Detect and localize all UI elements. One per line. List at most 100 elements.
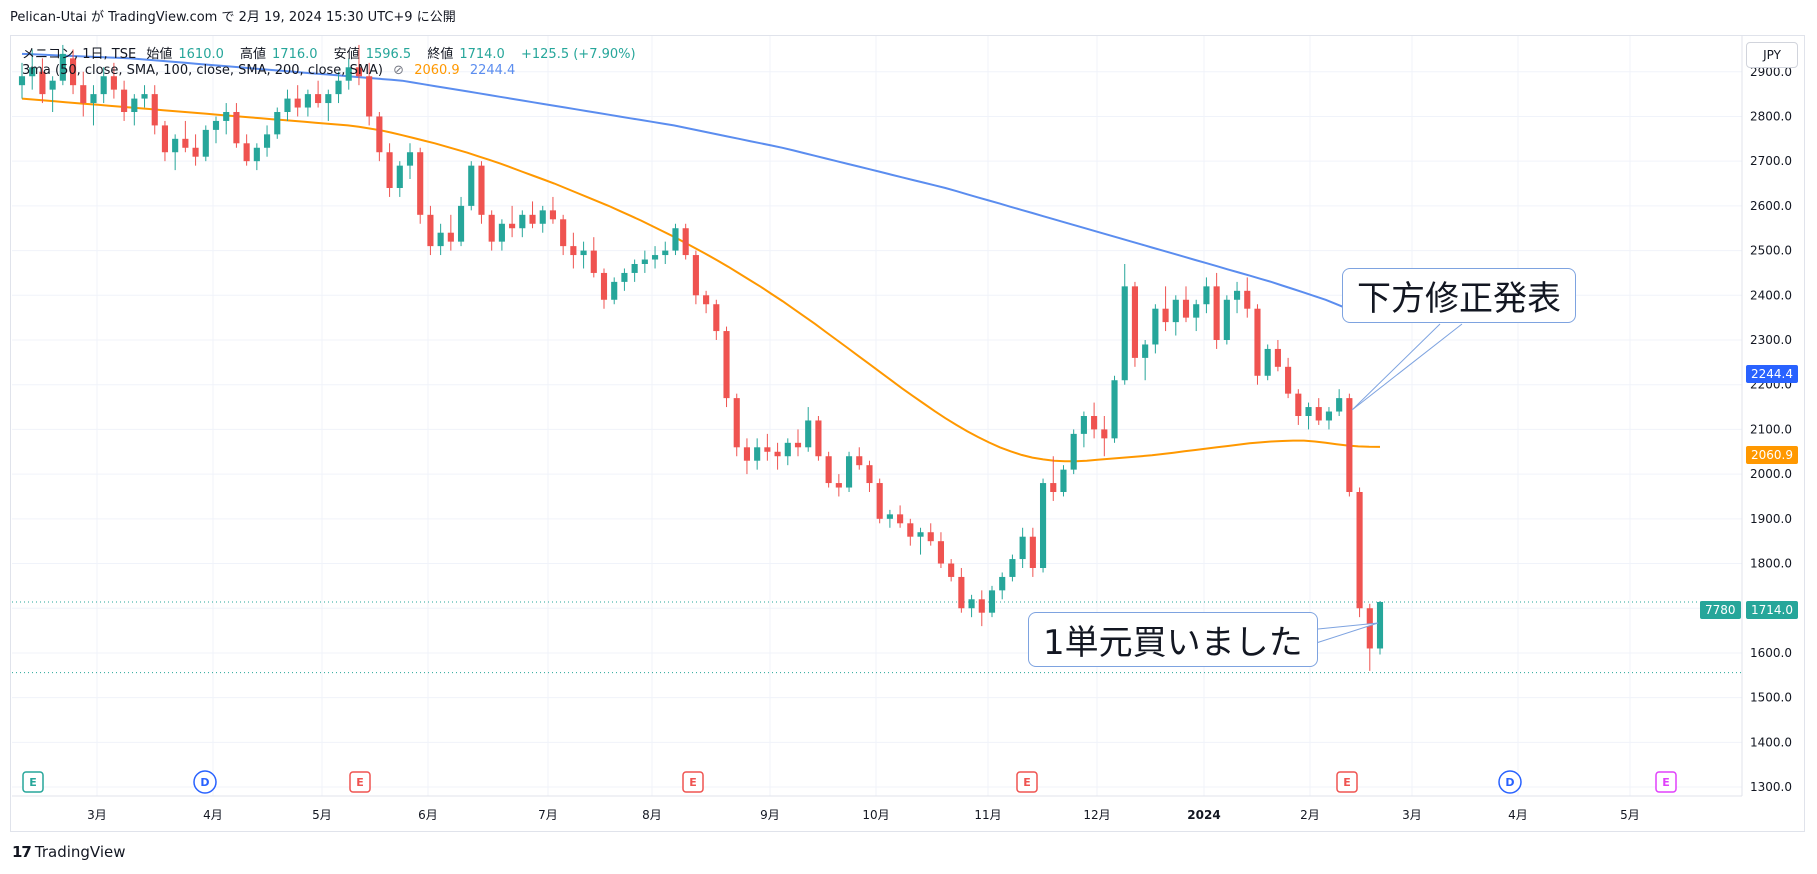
candle-body (427, 214, 434, 247)
eye-off-icon[interactable]: ⊘ (393, 63, 405, 78)
candle-body (212, 120, 220, 130)
candle-body (580, 250, 587, 256)
candle-body (69, 58, 77, 86)
x-tick-label: 5月 (1620, 808, 1640, 822)
candle-body (641, 259, 648, 264)
candle-body (1305, 407, 1312, 416)
candle-body (570, 246, 577, 256)
candle-body (917, 532, 924, 537)
candle-body (948, 563, 955, 577)
callout-pointers (1307, 323, 1463, 646)
candle-body (376, 116, 383, 153)
publish-line: Pelican-Utai が TradingView.com で 2月 19, … (10, 10, 456, 25)
candle-body (1203, 286, 1210, 305)
x-tick-label: 10月 (862, 808, 889, 822)
ma200-path (21, 52, 1381, 321)
x-tick-label: 2024 (1187, 808, 1220, 822)
brand-footer: 𝟭𝟳 TradingView (12, 843, 126, 861)
candle-body (876, 483, 883, 519)
candle-body (999, 576, 1006, 591)
candle-body (1213, 286, 1220, 340)
callout-revision[interactable]: 下方修正発表 (1342, 268, 1576, 323)
legend-open: 始値 1610.0 (146, 47, 224, 62)
legend-low: 安値 1596.5 (333, 47, 412, 62)
y-tick-label: 1400.0 (1750, 735, 1792, 749)
x-tick-label: 9月 (760, 808, 780, 822)
candle-body (335, 80, 342, 95)
candle-body (968, 599, 975, 609)
y-tick-label: 2000.0 (1750, 467, 1792, 481)
candle-body (927, 532, 934, 542)
candle-body (141, 94, 148, 99)
candle-body (1142, 344, 1149, 358)
candle-body (835, 483, 842, 488)
candle-body (978, 599, 985, 613)
candle-body (437, 232, 444, 247)
candle-body (274, 112, 281, 135)
candle-body (856, 456, 863, 466)
x-tick-label: 6月 (418, 808, 438, 822)
legend-ma200-value: 2244.4 (469, 63, 516, 78)
candle-body (100, 76, 107, 95)
last-price-tag: 1714.0 (1746, 601, 1798, 619)
x-tick-label: 8月 (642, 808, 662, 822)
candle-body (1264, 348, 1271, 376)
candle-body (478, 165, 485, 215)
candle-body (1009, 559, 1016, 577)
candle-body (692, 255, 699, 296)
candle-body (713, 304, 720, 332)
x-tick-label: 12月 (1083, 808, 1110, 822)
candle-body (457, 205, 465, 242)
event-label: E (29, 776, 37, 789)
callout-buy[interactable]: 1単元買いました (1028, 612, 1318, 667)
candle-body (192, 147, 199, 157)
legend-ma100-value: 2060.9 (414, 63, 460, 78)
candle-body (1060, 469, 1067, 492)
candle-body (315, 94, 322, 104)
candle-body (29, 67, 36, 77)
candle-body (611, 281, 618, 300)
y-tick-label: 2100.0 (1750, 422, 1792, 436)
candle-body (243, 143, 250, 162)
candle-body (1336, 398, 1343, 412)
candle-body (1366, 608, 1373, 649)
ma100-path (21, 97, 1381, 463)
candle-body (600, 272, 608, 300)
candle-body (560, 219, 567, 247)
candle-body (1172, 299, 1179, 323)
volume-tag: 7780 (1700, 601, 1741, 619)
candle-body (682, 228, 689, 256)
currency-button[interactable]: JPY (1746, 42, 1798, 68)
candle-body (897, 514, 904, 524)
earnings-marker (1336, 771, 1358, 793)
candle-body (662, 250, 669, 256)
legend-ma-settings[interactable]: 3ma (50, close, SMA, 100, close, SMA, 20… (22, 63, 383, 78)
candle-body (406, 152, 414, 166)
candle-body (539, 210, 546, 224)
time-axis: 3月 4月 5月 6月 7月 8月 9月 10月 11月 12月 2024 2月 3月 4月 5月 (12, 795, 1742, 822)
dividend-marker (1498, 770, 1522, 794)
candle-body (1244, 290, 1251, 309)
candle-body (386, 152, 393, 188)
candle-body (1356, 492, 1363, 609)
candle-body (253, 147, 260, 162)
candle-body (1274, 348, 1281, 367)
candle-body (907, 523, 914, 537)
earnings-marker (22, 771, 44, 793)
legend-change: +125.5 (+7.90%) (520, 47, 636, 62)
candle-body (488, 214, 495, 242)
tradingview-logo-icon: 𝟭𝟳 (12, 843, 32, 861)
candle-body (396, 165, 403, 188)
candle-body (784, 442, 791, 457)
candle-body (202, 129, 209, 157)
candle-body (672, 228, 679, 251)
x-tick-label: 3月 (87, 808, 107, 822)
x-tick-label: 11月 (974, 808, 1001, 822)
candle-body (774, 451, 781, 457)
candle-body (937, 541, 945, 564)
candle-body (1223, 299, 1230, 340)
candle-body (468, 165, 475, 206)
y-tick-label: 2700.0 (1750, 154, 1792, 168)
